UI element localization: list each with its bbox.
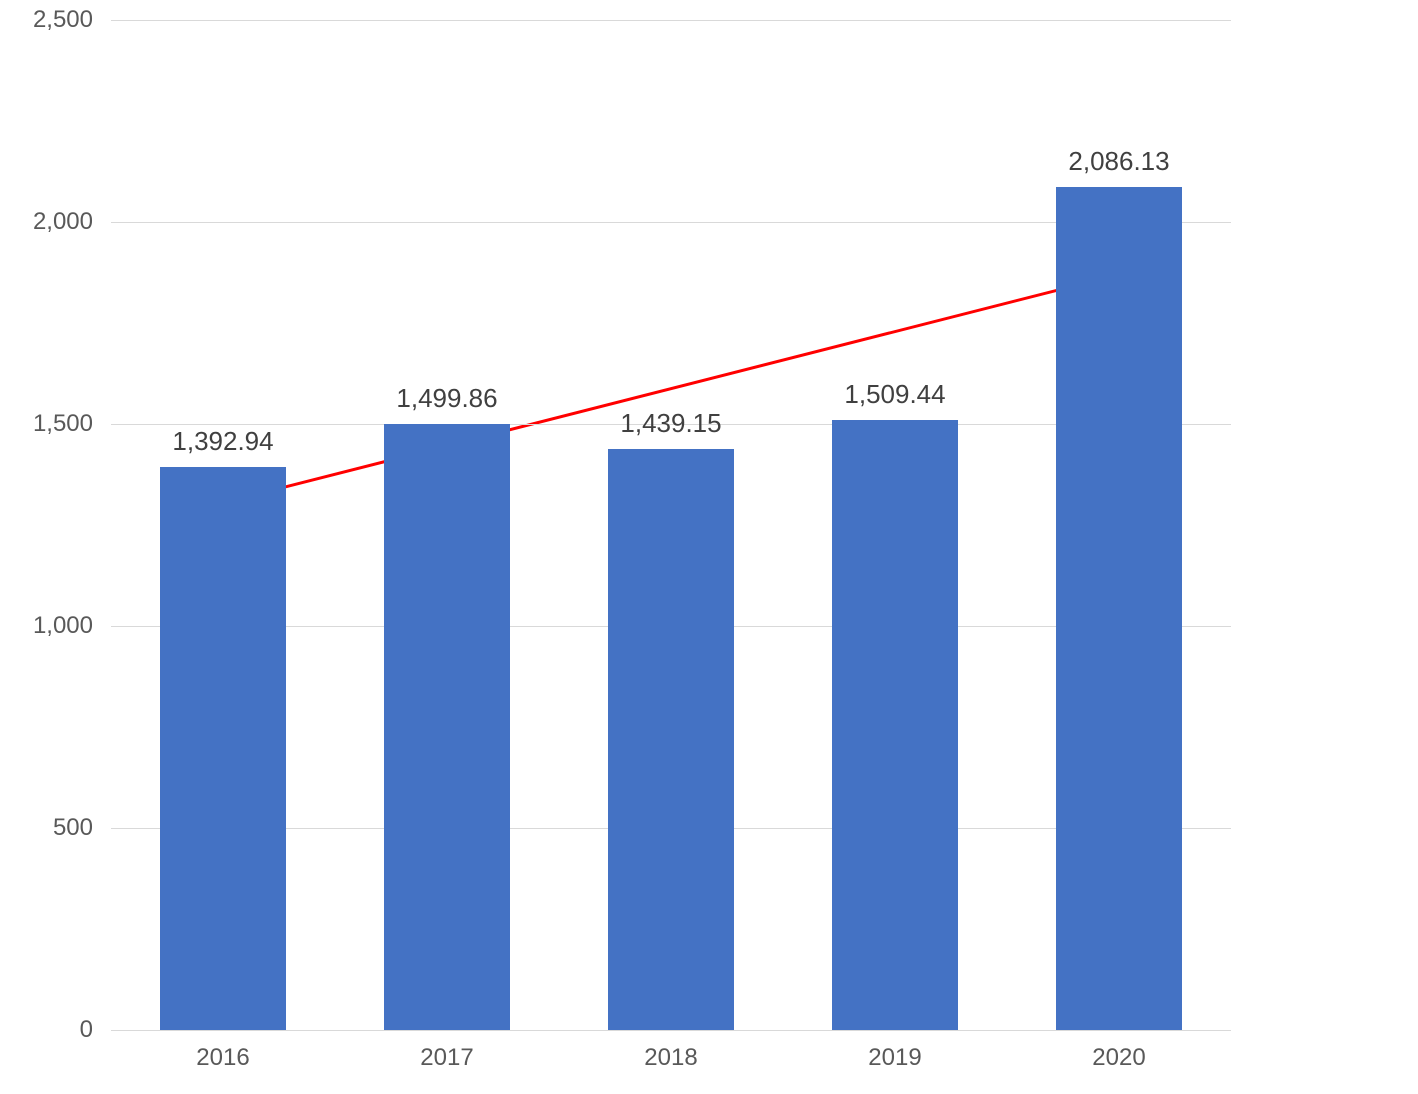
- bar: [1056, 187, 1181, 1030]
- bar-value-label: 1,509.44: [844, 379, 945, 410]
- bar-value-label: 2,086.13: [1068, 146, 1169, 177]
- bar-chart: 0 500 1,000 1,500 2,000 2,500 1,392.94 2016 1,49…: [0, 0, 1418, 1094]
- x-tick-label: 2016: [196, 1030, 249, 1072]
- y-tick-label: 1,500: [33, 410, 111, 438]
- y-tick-label: 0: [80, 1016, 111, 1044]
- bar: [608, 449, 733, 1030]
- y-tick-label: 2,500: [33, 6, 111, 34]
- x-tick-label: 2019: [868, 1030, 921, 1072]
- y-tick-label: 2,000: [33, 208, 111, 236]
- gridline: [111, 20, 1231, 21]
- bar-value-label: 1,439.15: [620, 408, 721, 439]
- bar-value-label: 1,392.94: [172, 426, 273, 457]
- x-tick-label: 2020: [1092, 1030, 1145, 1072]
- y-tick-label: 1,000: [33, 612, 111, 640]
- plot-area: 05001,0001,5002,0002,5001,392.9420161,49…: [110, 20, 1231, 1030]
- y-tick-label: 500: [53, 814, 111, 842]
- x-tick-label: 2017: [420, 1030, 473, 1072]
- bar-value-label: 1,499.86: [396, 383, 497, 414]
- bar: [384, 424, 509, 1030]
- bar: [160, 467, 285, 1030]
- bar: [832, 420, 957, 1030]
- x-tick-label: 2018: [644, 1030, 697, 1072]
